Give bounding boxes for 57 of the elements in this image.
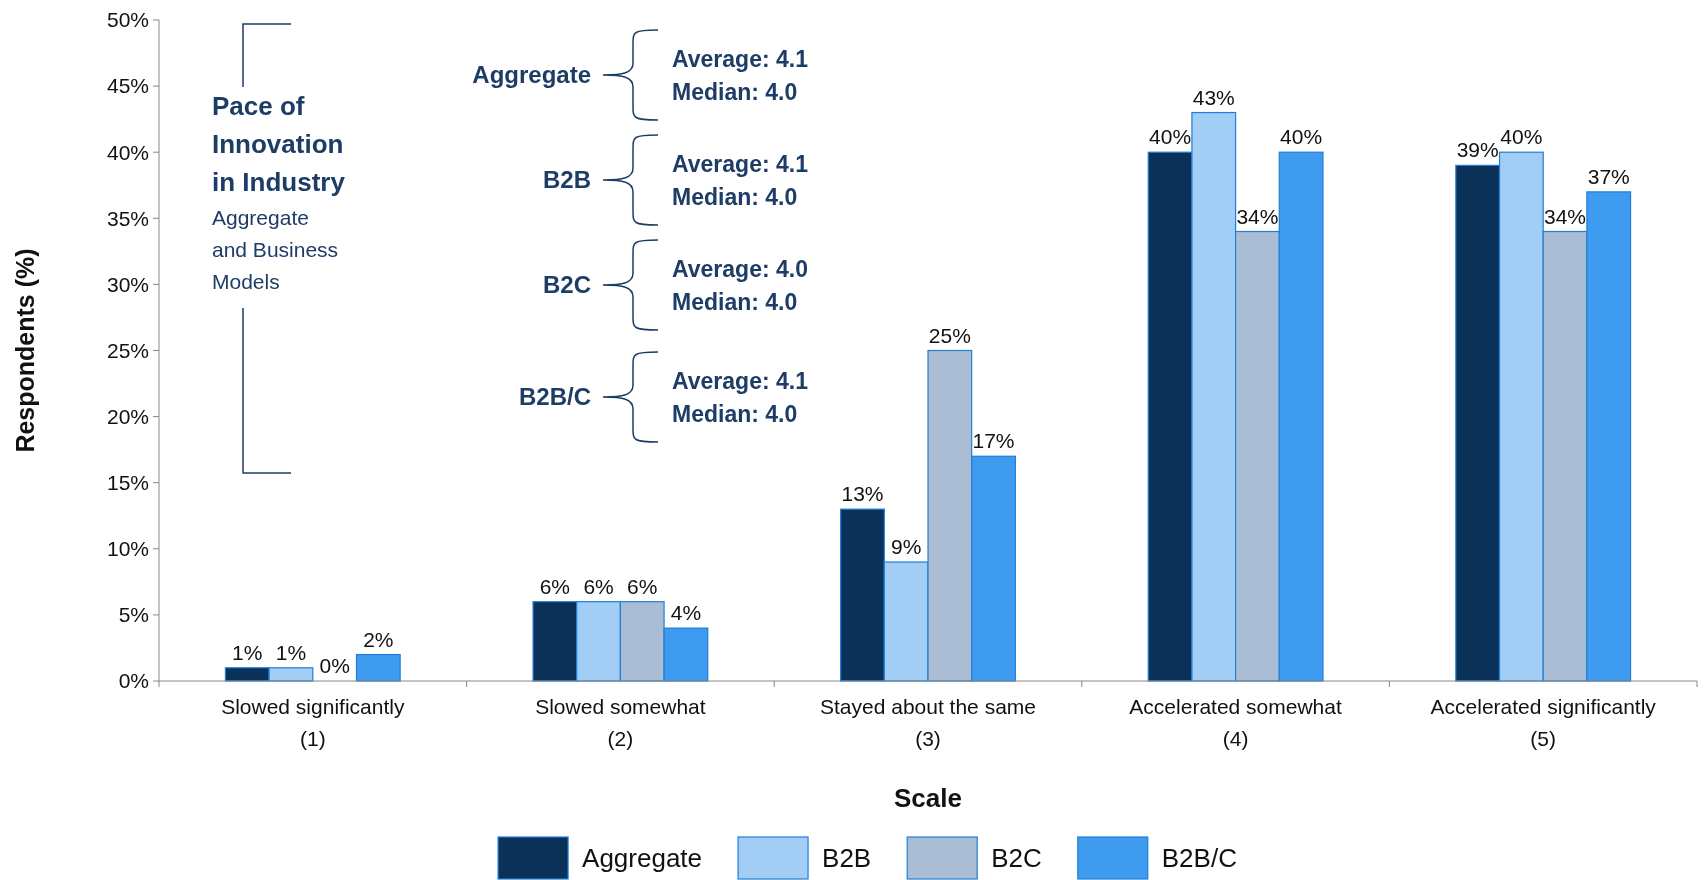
text: 17% — [972, 429, 1015, 453]
text: 6% — [583, 574, 614, 598]
y-tick-label: 30% — [106, 272, 149, 296]
annotation: B2C — [542, 271, 591, 299]
text: 25% — [928, 323, 971, 347]
legend-label: B2C — [991, 843, 1042, 874]
y-tick-label: 40% — [106, 140, 149, 164]
y-tick-label: 25% — [106, 338, 149, 362]
annotation: B2B/C — [518, 383, 591, 411]
annotation: Average: 4.1 — [672, 368, 809, 395]
y-tick-label: 45% — [106, 74, 149, 98]
x-tick-label: Slowed somewhat (2) — [535, 695, 706, 750]
x-tick-label: Accelerated somewhat (4) — [1129, 695, 1342, 750]
annotation: Average: 4.0 — [672, 256, 808, 283]
text: 1% — [232, 640, 263, 664]
text: 40% — [1149, 125, 1192, 149]
y-tick-label: 0% — [118, 669, 149, 693]
x-tick-label: Slowed significantly (1) — [221, 695, 405, 750]
text: 1% — [275, 640, 307, 664]
text: 0% — [319, 654, 350, 677]
text: Pace of Innovation in Industry — [212, 91, 346, 197]
annotation: B2B — [542, 166, 591, 194]
text: 40% — [1500, 125, 1543, 149]
text: 40% — [1280, 125, 1323, 149]
x-tick-label: Stayed about the same (3) — [820, 695, 1036, 750]
legend-label: Aggregate — [582, 843, 703, 874]
text: Aggregate and Business Models — [212, 206, 339, 293]
text: 39% — [1456, 138, 1499, 162]
text: 13% — [841, 482, 884, 506]
y-axis-title: Respondents (%) — [11, 248, 39, 453]
annotation: Median: 4.0 — [672, 289, 798, 316]
text: 6% — [627, 574, 658, 598]
legend-label: B2B/C — [1161, 843, 1237, 874]
text: 37% — [1587, 164, 1630, 188]
text: 34% — [1236, 204, 1279, 228]
x-axis-title: Scale — [894, 783, 962, 813]
text: 6% — [539, 574, 571, 598]
y-tick-label: 15% — [106, 471, 149, 495]
bar — [355, 653, 401, 682]
annotation: Average: 4.1 — [672, 46, 809, 73]
legend-label: B2B — [822, 843, 872, 874]
annotation: Median: 4.0 — [672, 401, 798, 428]
text: 9% — [890, 535, 922, 559]
annotation: Aggregate — [472, 61, 591, 89]
annotation: Average: 4.1 — [672, 151, 809, 178]
annotation: Median: 4.0 — [672, 79, 798, 106]
text: 4% — [670, 601, 702, 625]
x-tick-label: Accelerated significantly (5) — [1430, 695, 1657, 750]
y-tick-label: 5% — [118, 603, 149, 627]
y-tick-label: 50% — [106, 8, 149, 32]
text: 34% — [1544, 204, 1587, 228]
y-tick-label: 35% — [106, 206, 149, 230]
text: 2% — [363, 627, 394, 651]
y-tick-label: 20% — [106, 404, 149, 428]
y-tick-label: 10% — [106, 537, 149, 561]
text: 43% — [1192, 85, 1235, 109]
annotation: Median: 4.0 — [672, 184, 798, 211]
